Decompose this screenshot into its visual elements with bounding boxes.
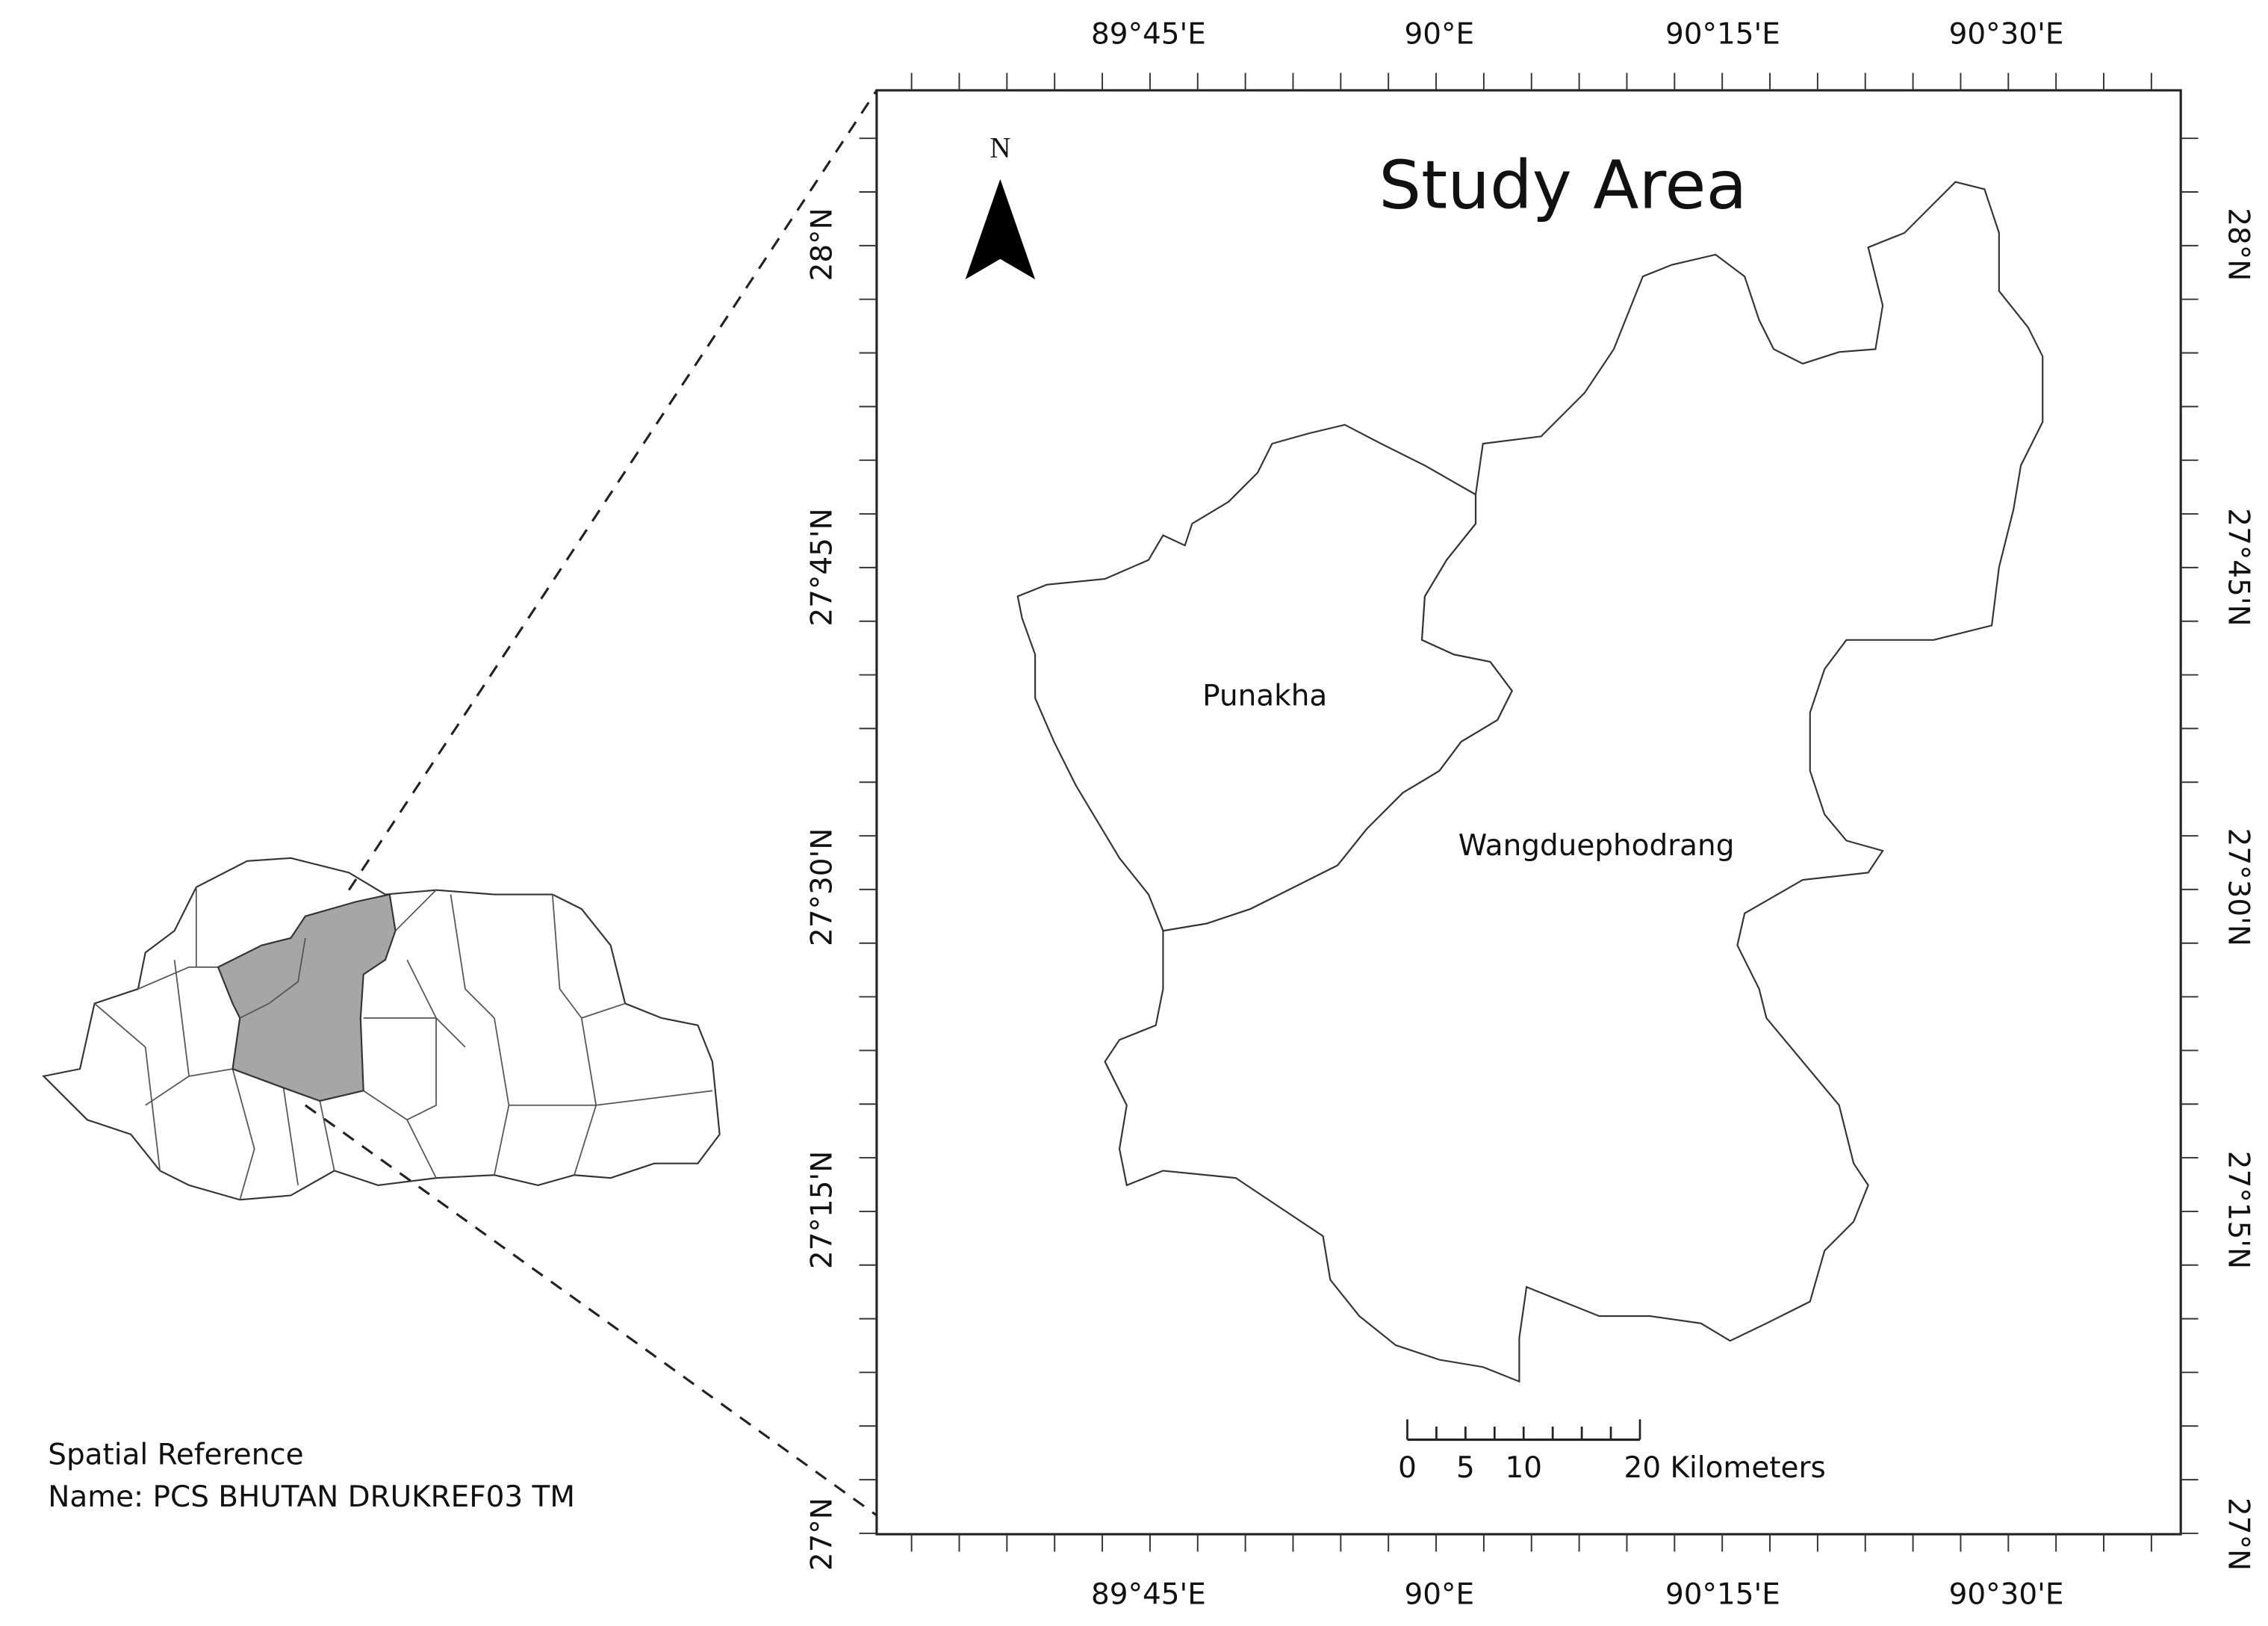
right-axis-label: 27°45'N [2221, 508, 2255, 626]
map-frame [875, 89, 2182, 1536]
left-axis-label: 27°30'N [806, 828, 839, 946]
bottom-axis-label: 89°45'E [1091, 1578, 1206, 1612]
axis-labels: 89°45'E 90°E 90°15'E 90°30'E 89°45'E 90°E 90°1… [806, 18, 2255, 1612]
study-area-inset [217, 893, 397, 1102]
punakha-boundary [1016, 423, 1513, 932]
right-axis-label: 27°N [2221, 1498, 2255, 1571]
left-axis-label: 27°45'N [806, 508, 839, 626]
right-axis-label: 27°15'N [2221, 1151, 2255, 1269]
right-axis-label: 27°30'N [2221, 828, 2255, 946]
right-axis-label: 28°N [2221, 208, 2255, 281]
district-lines [93, 887, 713, 1200]
spatial-reference-name: Name: PCS BHUTAN DRUKREF03 TM [48, 1480, 575, 1514]
study-area-inset-divider [239, 937, 306, 1019]
bottom-axis-label: 90°15'E [1665, 1578, 1780, 1612]
map-title: Study Area [1379, 147, 1747, 225]
scale-label: 0 [1398, 1451, 1417, 1485]
bottom-axis-label: 90°30'E [1949, 1578, 2064, 1612]
region-label: Punakha [1202, 679, 1327, 713]
top-axis-label: 90°30'E [1949, 18, 2064, 52]
zoom-line [304, 1104, 877, 1517]
top-axis-label: 89°45'E [1091, 18, 1206, 52]
top-axis-label: 90°E [1405, 18, 1475, 52]
scale-label: 10 [1505, 1451, 1542, 1485]
north-arrow [965, 179, 1036, 280]
scale-label: 5 [1456, 1451, 1475, 1485]
frame-ticks [859, 72, 2199, 1552]
bottom-axis-label: 90°E [1405, 1578, 1475, 1612]
scale-ticks [1406, 1419, 1641, 1440]
region-label: Wangduephodrang [1458, 829, 1735, 863]
top-axis-label: 90°15'E [1665, 18, 1780, 52]
spatial-reference-heading: Spatial Reference [48, 1439, 303, 1472]
zoom-line [347, 90, 878, 891]
left-axis-label: 27°15'N [806, 1151, 839, 1269]
left-axis-label: 28°N [806, 208, 839, 281]
left-axis-label: 27°N [806, 1498, 839, 1571]
north-label: N [989, 131, 1010, 164]
scale-label: 20 Kilometers [1624, 1451, 1826, 1485]
